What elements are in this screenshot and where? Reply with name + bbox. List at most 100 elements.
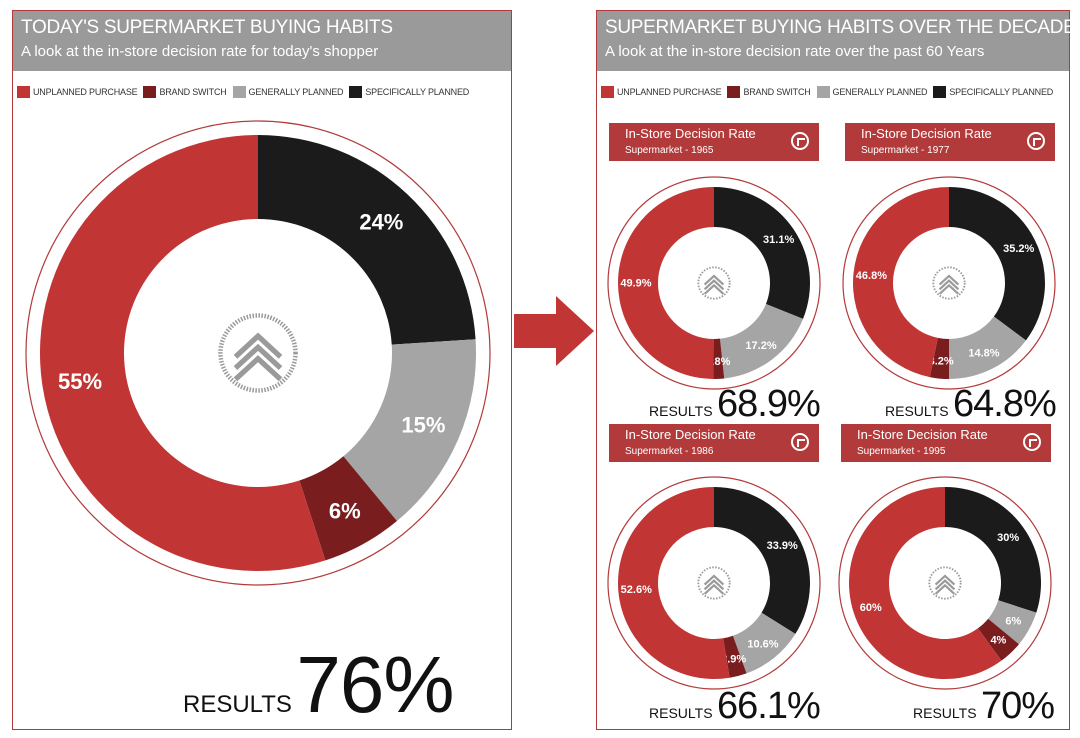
legend-label: BRAND SWITCH — [159, 86, 227, 97]
chart-1965-slice-specifically-planned — [714, 187, 810, 319]
today-label-generally-planned: 15% — [401, 412, 445, 437]
results-value: 70% — [981, 685, 1055, 727]
today-header: TODAY'S SUPERMARKET BUYING HABITS A look… — [13, 11, 511, 71]
today-slice-generally-planned — [343, 339, 476, 521]
legend-item: SPECIFICALLY PLANNED — [349, 85, 470, 98]
legend-swatch — [349, 85, 363, 98]
legend-label: GENERALLY PLANNED — [832, 86, 928, 97]
chart-1995-label-generally-planned: 6% — [1005, 615, 1021, 627]
decades-title: SUPERMARKET BUYING HABITS OVER THE DECAD… — [605, 17, 1080, 38]
today-subtitle: A look at the in-store decision rate for… — [21, 43, 379, 60]
today-results-value: 76% — [296, 640, 454, 729]
chart-1965-outer-ring — [607, 176, 821, 390]
chart-1995-outer-ring — [838, 476, 1052, 690]
chart-1995-label-specifically-planned: 30% — [997, 532, 1019, 544]
chart-1977-outer-ring — [842, 176, 1056, 390]
today-donut-chart: 24% 15% 6% 55% — [25, 120, 491, 586]
mini-header-1986: In-Store Decision Rate Supermarket - 198… — [609, 424, 819, 462]
legend-swatch — [933, 85, 947, 98]
results-label: RESULTS — [649, 403, 713, 419]
legend-label: SPECIFICALLY PLANNED — [365, 86, 470, 97]
corner-badge-icon — [1027, 132, 1045, 150]
legend-label: UNPLANNED PURCHASE — [617, 86, 722, 97]
results-label: RESULTS — [649, 705, 713, 721]
mini-header-1995: In-Store Decision Rate Supermarket - 199… — [841, 424, 1051, 462]
chart-1995-label-brand-switch: 4% — [990, 635, 1006, 647]
mini-title: In-Store Decision Rate — [625, 126, 756, 141]
results-1995: RESULTS 70% — [913, 685, 1055, 728]
chart-1986-label-brand-switch: 2.9% — [721, 653, 746, 665]
legend-label: BRAND SWITCH — [743, 86, 811, 97]
results-value: 68.9% — [717, 383, 821, 425]
chart-1986-outer-ring — [607, 476, 821, 690]
results-1965: RESULTS 68.9% — [649, 383, 821, 426]
mini-subtitle: Supermarket - 1965 — [625, 145, 714, 156]
decades-panel: SUPERMARKET BUYING HABITS OVER THE DECAD… — [596, 10, 1080, 730]
mini-subtitle: Supermarket - 1986 — [625, 446, 714, 457]
corner-badge-icon — [1023, 433, 1041, 451]
legend-swatch — [232, 85, 246, 98]
results-label: RESULTS — [885, 403, 949, 419]
legend-swatch — [727, 85, 741, 98]
chart-1986-slice-generally-planned — [732, 612, 796, 674]
decades-subtitle: A look at the in-store decision rate ove… — [605, 43, 985, 60]
chart-1965-slice-brand-switch — [713, 338, 725, 379]
today-outer-ring — [25, 120, 491, 586]
mini-title: In-Store Decision Rate — [861, 126, 992, 141]
today-slice-specifically-planned — [258, 135, 476, 345]
chart-1986-center-logo-icon — [697, 566, 731, 600]
chart-1977-center-logo-icon — [932, 266, 966, 300]
mini-header-1965: In-Store Decision Rate Supermarket - 196… — [609, 123, 819, 161]
legend-swatch — [143, 85, 157, 98]
today-slice-brand-switch — [299, 456, 397, 561]
chart-1965-label-specifically-planned: 31.1% — [763, 234, 794, 246]
chart-1965-label-unplanned-purchase: 49.9% — [620, 278, 651, 290]
results-label: RESULTS — [913, 705, 977, 721]
chart-1977-slice-unplanned-purchase — [853, 187, 949, 378]
chart-1995-slice-generally-planned — [988, 600, 1037, 645]
legend-item: UNPLANNED PURCHASE — [601, 85, 722, 98]
decades-header: SUPERMARKET BUYING HABITS OVER THE DECAD… — [597, 11, 1080, 71]
legend-swatch — [601, 85, 614, 98]
chart-1995-center-logo-icon — [928, 566, 962, 600]
chart-1977-label-brand-switch: 3.2% — [929, 355, 954, 367]
today-label-brand-switch: 6% — [329, 499, 361, 524]
legend-item: BRAND SWITCH — [727, 85, 811, 98]
chart-1977-slice-generally-planned — [949, 316, 1026, 379]
chart-1965-slice-generally-planned — [719, 303, 804, 379]
chart-1995-label-unplanned-purchase: 60% — [860, 602, 882, 614]
chart-1986-label-unplanned-purchase: 52.6% — [621, 584, 652, 596]
mini-subtitle: Supermarket - 1995 — [857, 446, 946, 457]
chart-1986-label-specifically-planned: 33.9% — [767, 540, 798, 552]
chart-1977-slice-brand-switch — [929, 337, 949, 379]
decades-legend: UNPLANNED PURCHASE BRAND SWITCH GENERALLY … — [601, 83, 1059, 98]
chart-1986-slice-specifically-planned — [714, 487, 810, 634]
chart-1986-slice-unplanned-purchase — [618, 487, 730, 679]
chart-1965-label-generally-planned: 17.2% — [745, 340, 776, 352]
today-slice-unplanned-purchase — [39, 135, 326, 571]
legend-item: GENERALLY PLANNED — [816, 85, 928, 98]
chart-1986-label-generally-planned: 10.6% — [747, 639, 778, 651]
today-legend: UNPLANNED PURCHASE BRAND SWITCH GENERALLY … — [17, 83, 475, 98]
chart-1977-label-unplanned-purchase: 46.8% — [856, 270, 887, 282]
legend-swatch — [816, 85, 830, 98]
mini-header-1977: In-Store Decision Rate Supermarket - 197… — [845, 123, 1055, 161]
chart-1965-slice-unplanned-purchase — [617, 187, 714, 379]
mini-title: In-Store Decision Rate — [625, 427, 756, 442]
results-value: 64.8% — [953, 383, 1057, 425]
legend-item: SPECIFICALLY PLANNED — [933, 85, 1053, 98]
mini-title: In-Store Decision Rate — [857, 427, 988, 442]
today-results: RESULTS 76% — [183, 639, 455, 731]
today-panel: TODAY'S SUPERMARKET BUYING HABITS A look… — [12, 10, 512, 730]
arrow-right-icon — [514, 296, 594, 366]
chart-1977-slice-specifically-planned — [949, 187, 1045, 341]
chart-1995-slice-brand-switch — [977, 618, 1019, 661]
legend-label: UNPLANNED PURCHASE — [33, 86, 138, 97]
chart-1977-label-generally-planned: 14.8% — [968, 348, 999, 360]
decades-donut-charts: 31.1%17.2%1.8%49.9%35.2%14.8%3.2%46.8%33… — [607, 176, 1056, 690]
results-1977: RESULTS 64.8% — [885, 383, 1057, 426]
chart-1986-slice-brand-switch — [723, 635, 747, 678]
legend-swatch — [17, 85, 30, 98]
results-value: 66.1% — [717, 685, 821, 727]
corner-badge-icon — [791, 132, 809, 150]
